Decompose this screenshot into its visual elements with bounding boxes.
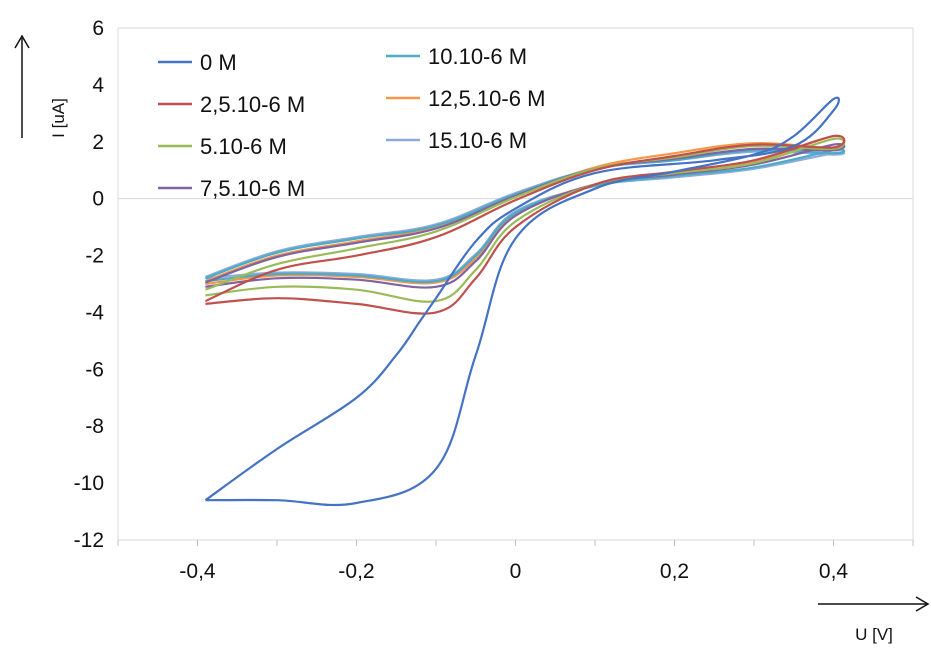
y-tick-label: 6 bbox=[92, 17, 104, 40]
legend-label: 2,5.10-6 M bbox=[200, 92, 305, 117]
legend-label: 5.10-6 M bbox=[200, 134, 287, 159]
y-tick-label: -6 bbox=[85, 358, 104, 381]
legend-label: 0 M bbox=[200, 50, 237, 75]
legend-label: 10.10-6 M bbox=[428, 44, 527, 69]
x-tick-label: 0 bbox=[510, 560, 522, 583]
y-tick-label: 4 bbox=[92, 74, 104, 97]
x-tick-labels: -0,4 -0,2 0 0,2 0,4 bbox=[179, 560, 848, 583]
x-tick-label: 0,2 bbox=[660, 560, 689, 583]
series-line bbox=[204, 96, 840, 507]
x-tick-label: -0,2 bbox=[338, 560, 374, 583]
y-tick-label: -10 bbox=[74, 472, 104, 495]
y-tick-label: -8 bbox=[85, 415, 104, 438]
x-tick-marks bbox=[117, 540, 914, 546]
x-tick-label: 0,4 bbox=[819, 560, 849, 583]
x-axis-arrow bbox=[818, 596, 930, 612]
y-axis-arrow bbox=[14, 34, 30, 138]
legend-label: 15.10-6 M bbox=[428, 128, 527, 153]
legend-label: 7,5.10-6 M bbox=[200, 176, 305, 201]
series-line bbox=[204, 134, 846, 315]
series-line bbox=[205, 137, 846, 303]
legend: 0 M 2,5.10-6 M 5.10-6 M 7,5.10-6 M 10.10-6 M… bbox=[158, 44, 545, 201]
x-axis-title: U [V] bbox=[855, 625, 893, 644]
y-tick-label: -4 bbox=[85, 301, 104, 324]
y-tick-label: -2 bbox=[85, 245, 104, 268]
y-tick-labels: 6 4 2 0 -2 -4 -6 -8 -10 -12 bbox=[74, 17, 105, 552]
y-tick-label: 2 bbox=[92, 131, 104, 154]
y-tick-label: 0 bbox=[92, 188, 104, 211]
y-tick-label: -12 bbox=[74, 529, 104, 552]
y-axis-title: I [uA] bbox=[49, 98, 68, 138]
series-layer bbox=[204, 96, 846, 507]
series-line bbox=[205, 142, 846, 289]
x-tick-label: -0,4 bbox=[179, 560, 216, 583]
legend-label: 12,5.10-6 M bbox=[428, 86, 545, 111]
